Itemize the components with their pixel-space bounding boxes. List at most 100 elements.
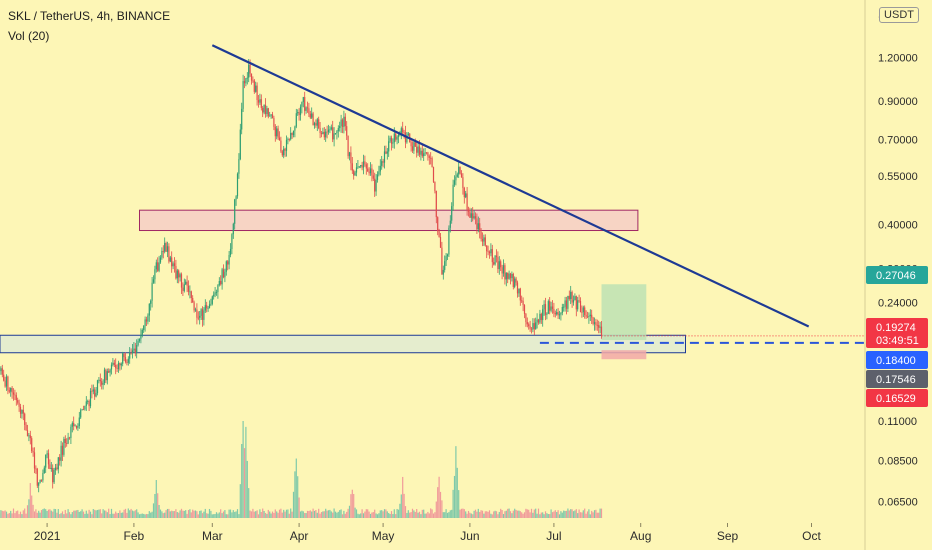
candle bbox=[59, 457, 61, 461]
candle bbox=[8, 390, 10, 392]
candle bbox=[546, 313, 548, 315]
volume-bar bbox=[574, 510, 576, 518]
candle bbox=[599, 326, 601, 328]
candle bbox=[241, 108, 243, 130]
candle bbox=[232, 223, 234, 235]
volume-bar bbox=[498, 511, 500, 518]
stop-badge-label: 0.16529 bbox=[876, 393, 916, 405]
volume-bar bbox=[215, 512, 218, 518]
candle bbox=[106, 371, 108, 381]
volume-bar bbox=[558, 514, 561, 518]
volume-bar bbox=[544, 511, 547, 518]
volume-bar bbox=[486, 511, 488, 518]
currency-button[interactable]: USDT bbox=[879, 7, 919, 23]
candle bbox=[116, 368, 118, 369]
y-tick-label: 0.06500 bbox=[878, 496, 918, 508]
volume-bar bbox=[596, 512, 598, 518]
volume-bar bbox=[45, 509, 47, 518]
resistance-zone bbox=[139, 209, 639, 232]
candle bbox=[543, 304, 545, 310]
candle bbox=[395, 133, 397, 140]
candle bbox=[273, 118, 275, 127]
volume-bar bbox=[176, 512, 178, 518]
candle bbox=[326, 131, 328, 133]
volume-bar bbox=[588, 509, 590, 518]
candle bbox=[448, 227, 450, 255]
volume-bar bbox=[29, 483, 31, 518]
candle bbox=[12, 392, 15, 395]
volume-indicator-label[interactable]: Vol (20) bbox=[8, 29, 50, 43]
volume-bar bbox=[446, 512, 449, 518]
volume-bar bbox=[448, 512, 450, 518]
drawings[interactable] bbox=[211, 44, 865, 344]
time-axis[interactable]: 2021 Feb Mar Apr May Jun Jul Aug Sep Oct bbox=[34, 523, 822, 543]
candle bbox=[376, 174, 379, 180]
volume-bar bbox=[586, 511, 589, 518]
candle bbox=[551, 306, 554, 309]
volume-bar bbox=[439, 491, 442, 518]
volume-bar bbox=[470, 513, 472, 518]
volume-bar bbox=[166, 508, 169, 518]
candle bbox=[207, 308, 209, 309]
candle bbox=[150, 300, 152, 304]
volume-bar bbox=[151, 511, 153, 518]
candle bbox=[28, 435, 30, 437]
volume-bar bbox=[22, 510, 24, 518]
volume-bar bbox=[162, 513, 164, 518]
candle bbox=[466, 193, 468, 210]
candle bbox=[410, 142, 412, 147]
volume-bar bbox=[530, 508, 533, 518]
candle bbox=[592, 317, 594, 324]
candle bbox=[25, 424, 27, 431]
candle bbox=[151, 282, 153, 301]
volume-bar bbox=[357, 513, 359, 518]
candle bbox=[33, 452, 36, 469]
candle bbox=[4, 380, 6, 387]
volume-bar bbox=[543, 514, 545, 518]
volume-bar bbox=[564, 510, 566, 518]
candle bbox=[570, 291, 572, 299]
candle bbox=[277, 128, 279, 138]
candle bbox=[350, 152, 352, 164]
volume-bar bbox=[442, 512, 444, 518]
candle bbox=[129, 352, 131, 359]
candle bbox=[400, 128, 402, 135]
candle bbox=[227, 261, 229, 265]
candle bbox=[598, 325, 600, 328]
volume-bar bbox=[522, 513, 524, 518]
volume-bar bbox=[465, 511, 467, 518]
candle bbox=[211, 296, 213, 304]
candle bbox=[371, 168, 373, 176]
volume-bar bbox=[323, 511, 325, 518]
candle bbox=[336, 131, 338, 134]
volume-bar bbox=[193, 510, 195, 518]
volume-bar bbox=[523, 512, 526, 518]
candle bbox=[96, 380, 99, 394]
descending-trendline[interactable] bbox=[211, 44, 810, 328]
volume-bar bbox=[246, 460, 248, 518]
volume-bar bbox=[376, 514, 379, 518]
volume-bar bbox=[138, 514, 141, 518]
candle bbox=[417, 146, 419, 153]
volume-bar bbox=[553, 511, 555, 518]
candle bbox=[231, 234, 233, 249]
volume-bar bbox=[85, 510, 87, 518]
volume-bar bbox=[320, 512, 323, 518]
volume-bar bbox=[238, 514, 240, 518]
volume-bar bbox=[435, 501, 437, 518]
volume-bar bbox=[469, 512, 471, 518]
volume-bar bbox=[228, 509, 230, 518]
candle bbox=[292, 130, 295, 135]
volume-bar bbox=[341, 514, 344, 518]
candle bbox=[549, 301, 551, 311]
candle bbox=[56, 467, 58, 470]
candle bbox=[406, 135, 408, 143]
volume-bar bbox=[479, 512, 481, 518]
candle bbox=[71, 422, 73, 427]
volume-bar bbox=[354, 507, 356, 518]
volume-bar bbox=[141, 513, 143, 518]
volume-bar bbox=[515, 509, 517, 518]
candle bbox=[558, 314, 561, 316]
candle bbox=[94, 389, 96, 397]
